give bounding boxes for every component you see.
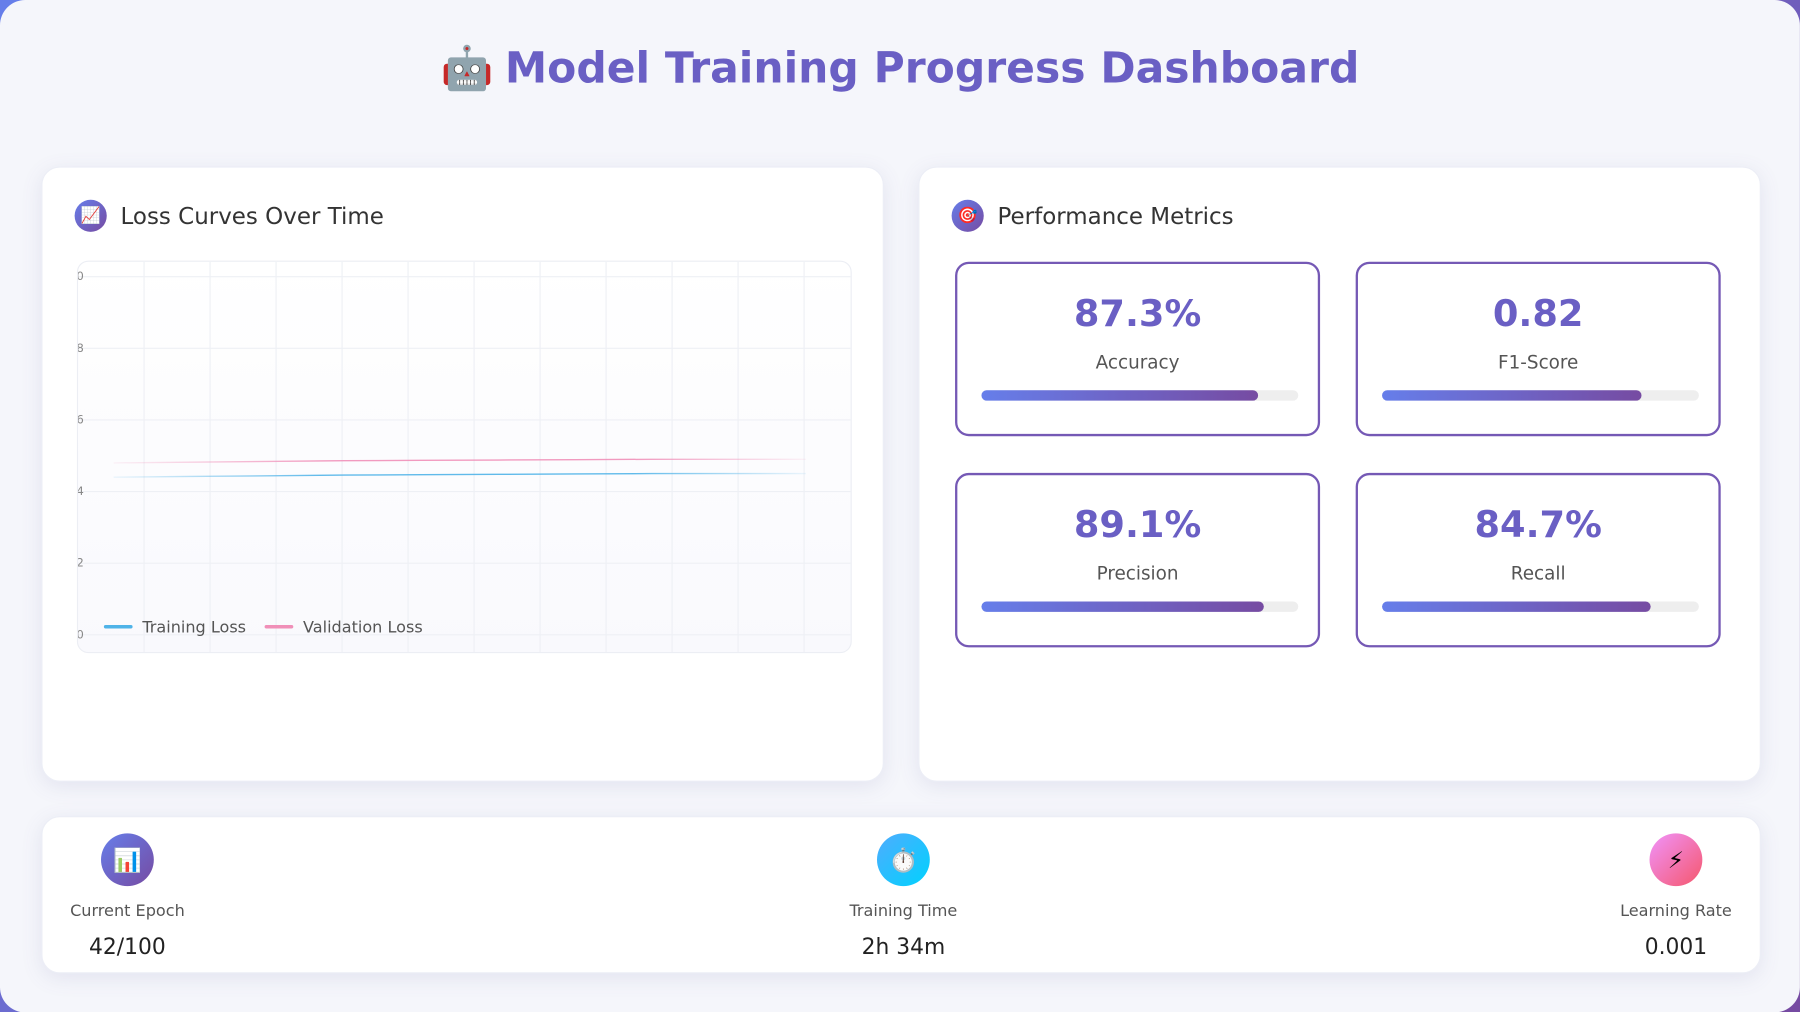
stat-value: 0.001 [1644,934,1708,960]
progress-bar [981,390,1259,401]
stats-bar: 📊 Current Epoch 42/100 ⏱️ Training Time 2h 34… [41,816,1761,974]
progress-track [981,390,1299,401]
stat-icon: ⏱️ [876,833,930,887]
panel-header: 📈 Loss Curves Over Time [74,199,384,232]
progress-bar [1382,390,1642,401]
metric-label: F1-Score [1498,351,1579,374]
metric-value: 87.3% [1073,291,1202,336]
metric-value: 84.7% [1474,502,1602,547]
y-tick-label: 1.0 [78,269,84,283]
metric-value: 89.1% [1073,502,1202,547]
metric-card: 89.1% Precision [955,472,1321,648]
header-icon: 🤖 [440,43,494,93]
metric-value: 0.82 [1492,291,1584,336]
stat-value: 2h 34m [861,934,946,960]
stat-label: Current Epoch [70,902,185,921]
progress-track [981,601,1299,612]
stat-value: 42/100 [89,934,166,960]
y-tick-label: 0.4 [78,484,84,498]
metrics-panel: 🎯 Performance Metrics 87.3% Accuracy 0.82 F1… [918,166,1761,782]
stat-item: 📊 Current Epoch 42/100 [36,833,220,960]
y-tick-label: 0.6 [78,412,84,426]
panel-icon: 📈 [74,199,107,232]
progress-bar [1382,601,1651,612]
progress-track [1382,390,1699,401]
loss-line [113,458,806,464]
loss-line [113,472,806,478]
metric-card: 84.7% Recall [1355,472,1721,648]
panel-icon: 🎯 [951,199,984,232]
stat-label: Learning Rate [1620,902,1732,921]
y-tick-label: 0.8 [78,341,84,355]
metric-label: Precision [1096,562,1179,585]
stat-item: ⚡ Learning Rate 0.001 [1584,833,1768,960]
y-tick-label: 0.0 [78,627,84,641]
page-title: Model Training Progress Dashboard [504,43,1360,93]
panel-title: Loss Curves Over Time [120,202,384,230]
legend-label: Training Loss [141,617,246,636]
y-tick-label: 0.2 [78,556,84,570]
panel-header: 🎯 Performance Metrics [951,199,1234,232]
panel-title: Performance Metrics [997,202,1234,230]
stat-icon: ⚡ [1649,833,1703,887]
stat-icon: 📊 [101,833,154,887]
metric-card: 87.3% Accuracy [955,261,1321,437]
loss-panel: 📈 Loss Curves Over Time 0.0 0.2 0.4 0.6 0.8 1.… [41,166,884,782]
stat-label: Training Time [849,902,958,921]
legend-label: Validation Loss [303,617,423,636]
stat-item: ⏱️ Training Time 2h 34m [812,833,996,960]
progress-track [1382,601,1699,612]
header: 🤖 Model Training Progress Dashboard [0,44,1800,95]
metric-card: 0.82 F1-Score [1355,261,1721,437]
chart-frame: 0.0 0.2 0.4 0.6 0.8 1.0 Training Loss Validatio… [76,260,852,654]
metric-label: Recall [1510,562,1566,585]
metric-label: Accuracy [1095,351,1180,374]
loss-chart: 0.0 0.2 0.4 0.6 0.8 1.0 Training Loss Validatio… [78,261,851,653]
progress-bar [981,601,1264,612]
